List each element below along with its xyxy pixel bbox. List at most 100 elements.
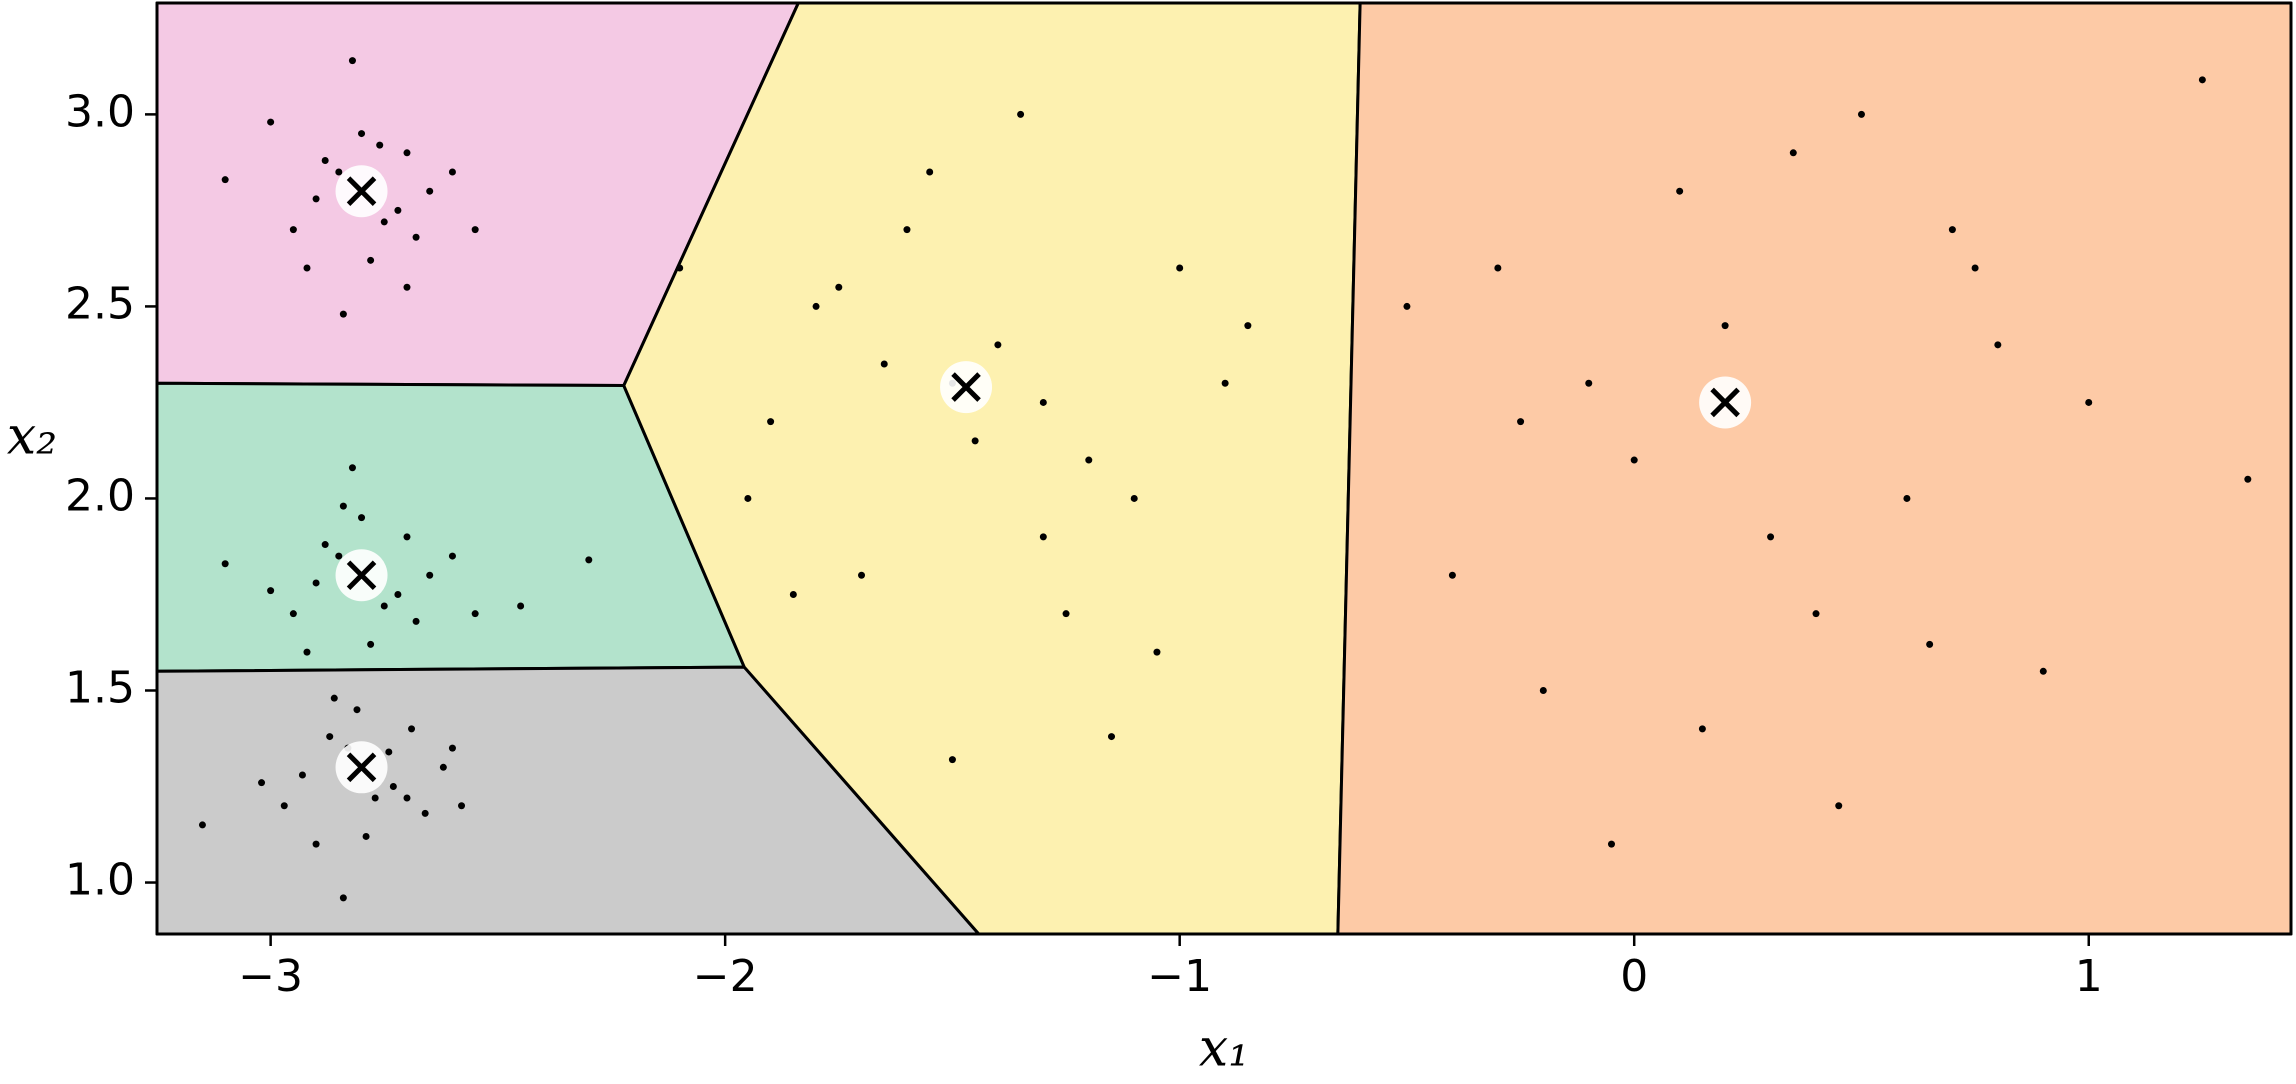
x-tick-label: −1	[1147, 951, 1212, 1002]
data-point	[1835, 802, 1843, 810]
data-point	[1994, 341, 2002, 349]
data-point	[1017, 110, 1025, 118]
data-point	[948, 756, 956, 764]
data-point	[267, 118, 275, 126]
data-point	[789, 590, 797, 598]
data-point	[1403, 302, 1411, 310]
data-point	[676, 264, 684, 272]
data-point	[289, 610, 297, 618]
data-point	[585, 556, 593, 564]
data-point	[471, 610, 479, 618]
data-point	[426, 571, 434, 579]
data-point	[258, 779, 266, 787]
data-point	[1676, 187, 1684, 195]
data-point	[353, 706, 361, 714]
data-point	[339, 310, 347, 318]
data-point	[403, 283, 411, 291]
data-point	[2244, 475, 2252, 483]
data-point	[1630, 456, 1638, 464]
data-point	[335, 168, 343, 176]
x-tick-label: −2	[693, 951, 758, 1002]
data-point	[348, 57, 356, 65]
x-tick-label: −3	[238, 951, 303, 1002]
data-point	[471, 226, 479, 234]
data-point	[339, 894, 347, 902]
data-point	[1926, 640, 1934, 648]
data-point	[1039, 533, 1047, 541]
centroid-cross	[346, 752, 377, 783]
data-point	[412, 233, 420, 241]
centroid-cross	[1710, 387, 1740, 418]
data-point	[2085, 398, 2093, 406]
data-point	[362, 832, 370, 840]
y-tick-label: 2.5	[65, 278, 135, 329]
data-point	[371, 794, 379, 802]
data-point	[312, 840, 320, 848]
y-axis-label: x₂	[7, 407, 57, 467]
data-point	[1062, 610, 1070, 618]
data-point	[448, 552, 456, 560]
data-point	[298, 771, 306, 779]
data-point	[1448, 571, 1456, 579]
data-point	[426, 187, 434, 195]
data-point	[403, 149, 411, 157]
data-point	[1971, 264, 1979, 272]
data-point	[312, 579, 320, 587]
data-point	[2198, 76, 2206, 84]
data-point	[1039, 398, 1047, 406]
data-point	[367, 640, 375, 648]
data-point	[1108, 733, 1116, 741]
data-point	[448, 168, 456, 176]
data-point	[994, 341, 1002, 349]
data-point	[330, 694, 338, 702]
data-point	[835, 283, 843, 291]
data-point	[1494, 264, 1502, 272]
data-point	[303, 264, 311, 272]
data-point	[971, 437, 979, 445]
data-point	[280, 802, 288, 810]
centroid-cross	[346, 176, 377, 206]
data-point	[903, 226, 911, 234]
data-point	[412, 617, 420, 625]
data-point	[926, 168, 934, 176]
y-tick-label: 3.0	[65, 86, 135, 137]
data-point	[221, 560, 229, 568]
data-point	[448, 744, 456, 752]
data-point	[1812, 610, 1820, 618]
data-point	[312, 195, 320, 203]
data-point	[1698, 725, 1706, 733]
data-point	[1153, 648, 1161, 656]
data-point	[403, 533, 411, 541]
data-point	[421, 809, 429, 817]
y-tick-label: 1.0	[65, 855, 135, 906]
data-point	[376, 141, 384, 149]
data-point	[367, 256, 375, 264]
data-point	[1607, 840, 1615, 848]
plot-frame	[155, 1, 2293, 936]
data-point	[348, 464, 356, 472]
data-point	[198, 821, 206, 829]
data-point	[358, 514, 366, 522]
data-point	[767, 418, 775, 426]
data-point	[1789, 149, 1797, 157]
data-point	[321, 156, 329, 164]
data-point	[1244, 322, 1252, 330]
y-tick-label: 1.5	[65, 662, 135, 713]
data-point	[1857, 110, 1865, 118]
data-point	[267, 587, 275, 595]
data-point	[812, 302, 820, 310]
data-point	[1721, 322, 1729, 330]
data-point	[458, 802, 466, 810]
centroid-cross	[346, 560, 377, 591]
data-point	[380, 602, 388, 610]
data-point	[385, 748, 393, 756]
data-point	[1176, 264, 1184, 272]
data-point	[394, 590, 402, 598]
data-point	[1517, 418, 1525, 426]
data-point	[2039, 667, 2047, 675]
data-point	[335, 552, 343, 560]
data-point	[1085, 456, 1093, 464]
data-point	[221, 176, 229, 184]
y-tick-label: 2.0	[65, 470, 135, 521]
